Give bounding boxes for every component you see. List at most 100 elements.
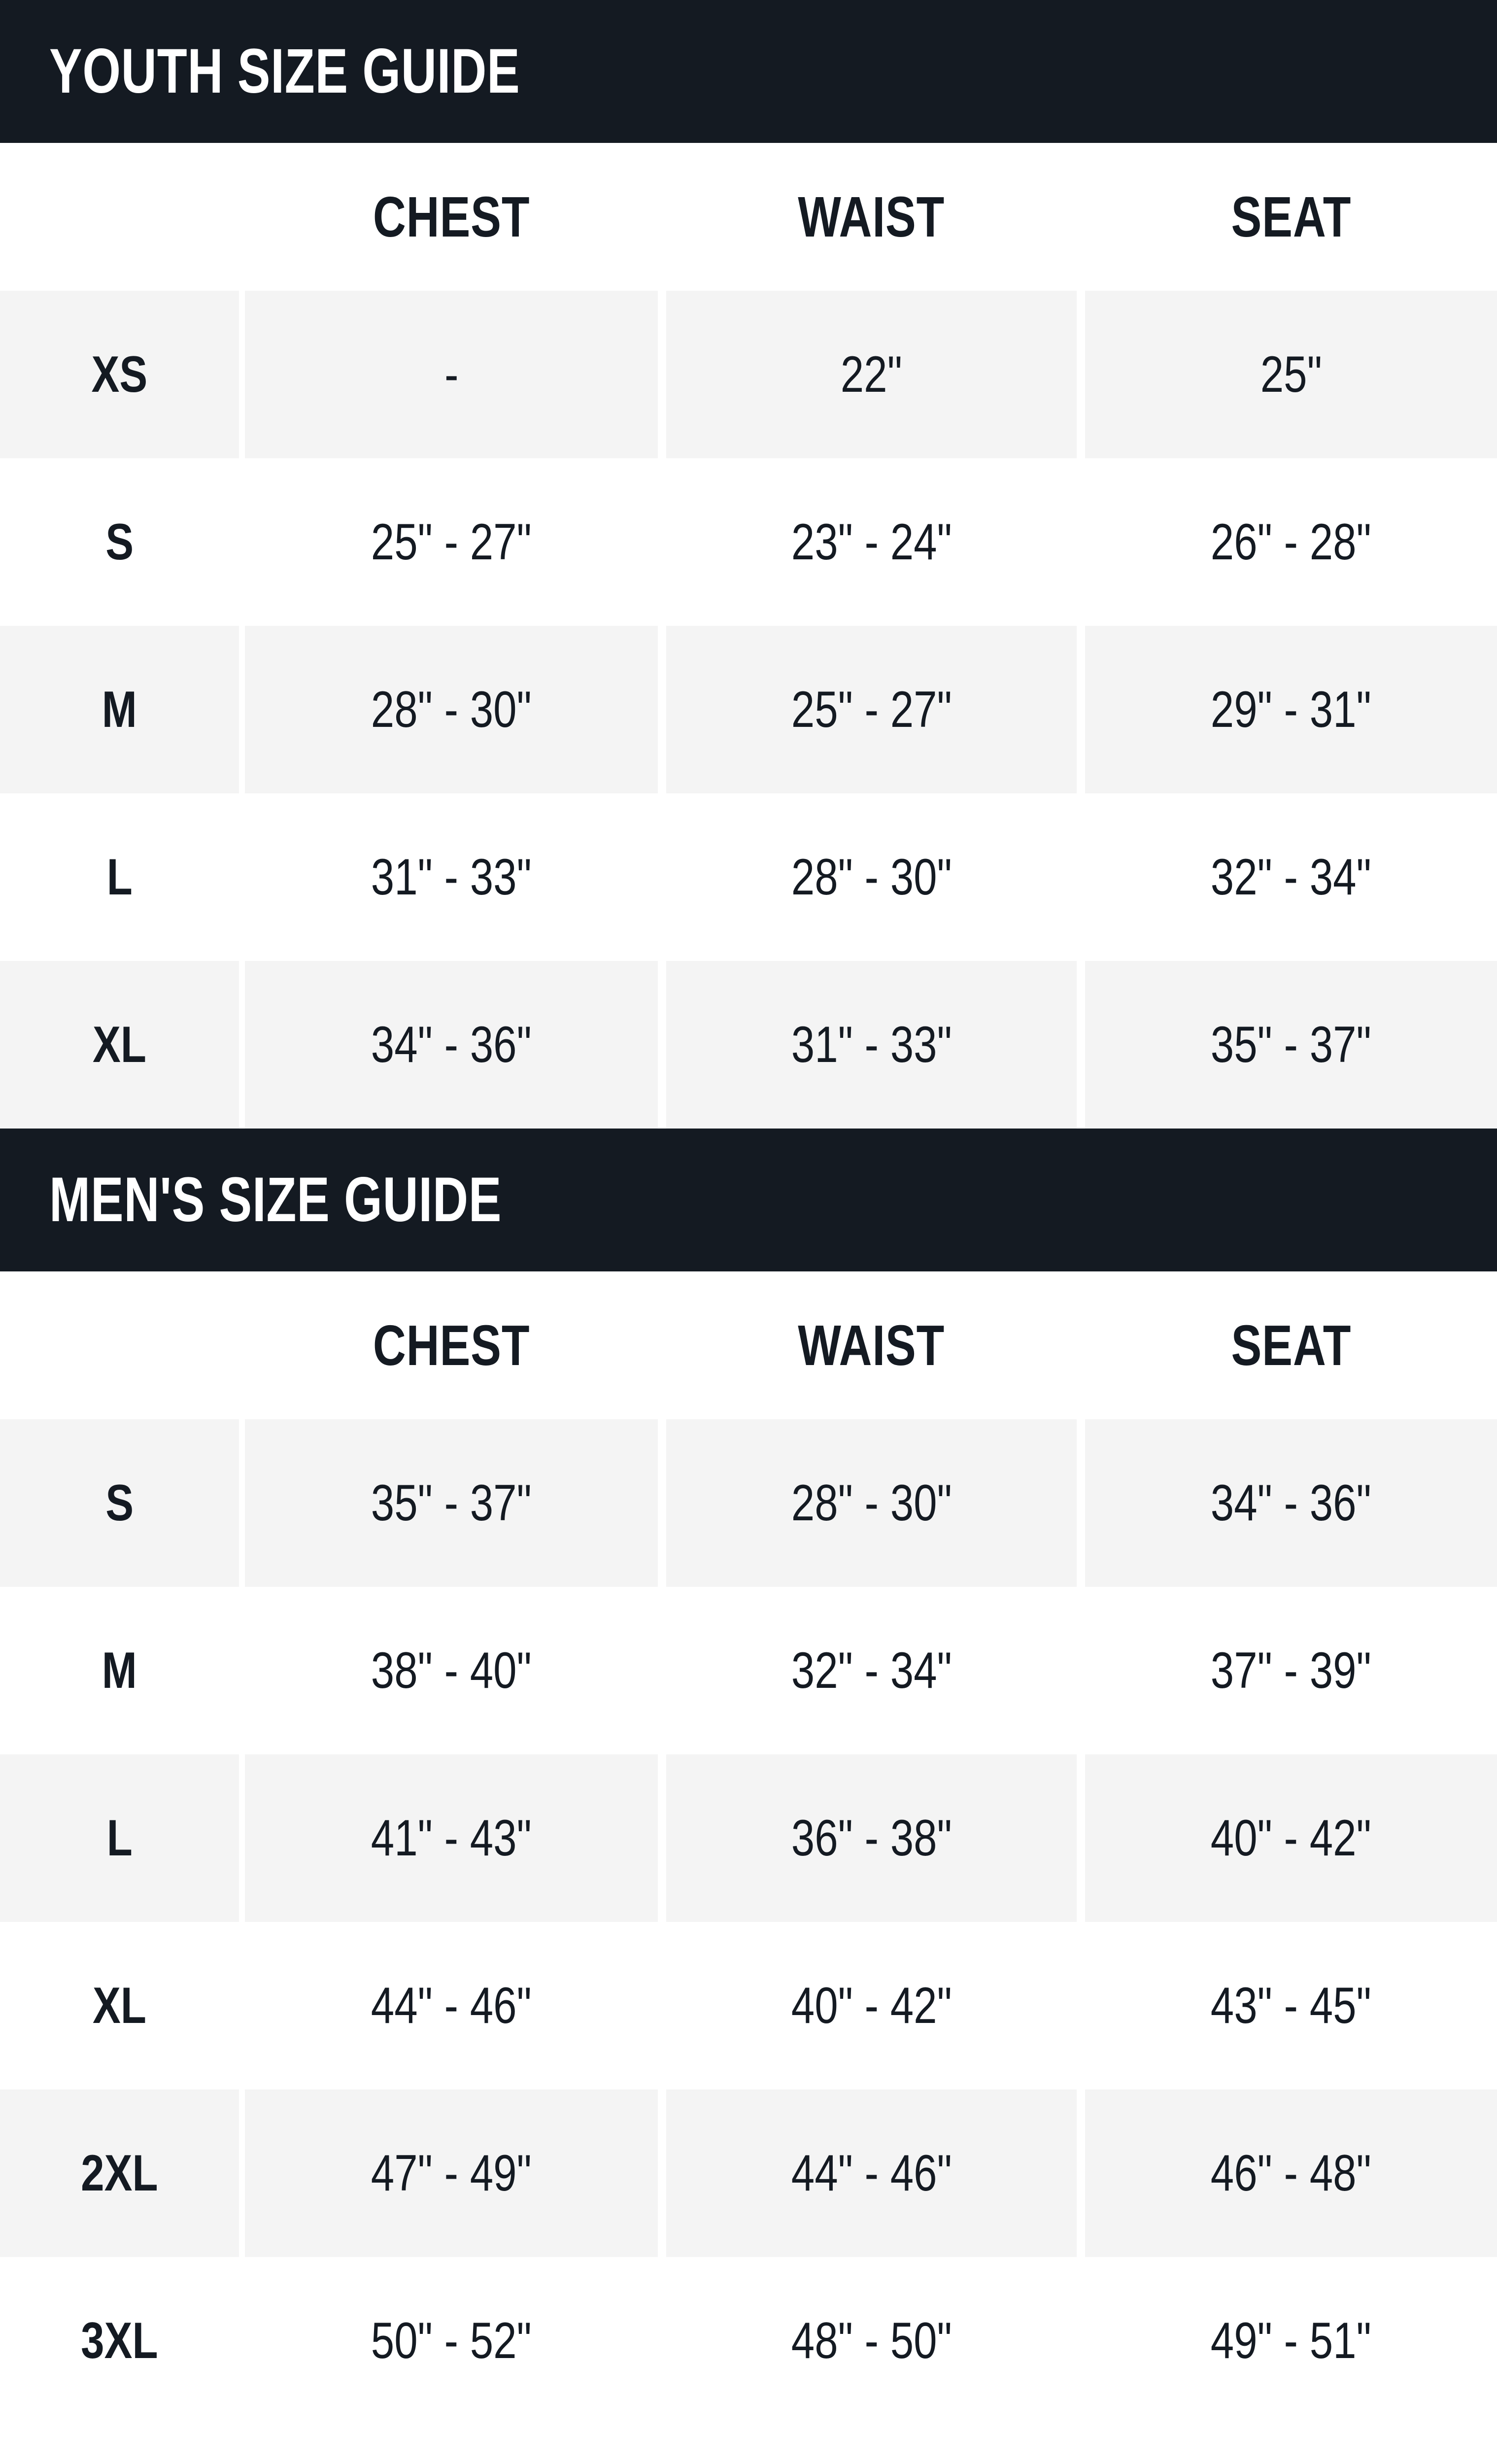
table-row: M 38" - 40" 32" - 34" 37" - 39" [0, 1587, 1497, 1754]
cell-waist: 32" - 34" [791, 1642, 952, 1699]
column-gutter [239, 2257, 245, 2425]
cell-chest: - [245, 291, 658, 458]
column-header-seat: SEAT [1085, 143, 1497, 291]
cell-size: XS [0, 291, 239, 458]
cell-seat: 46" - 48" [1085, 2089, 1497, 2257]
column-gutter [1077, 961, 1085, 1129]
column-gutter [658, 291, 666, 458]
table-row: 2XL 47" - 49" 44" - 46" 46" - 48" [0, 2089, 1497, 2257]
column-gutter [658, 2089, 666, 2257]
cell-chest: 35" - 37" [245, 1419, 658, 1587]
column-header-waist: WAIST [666, 1271, 1077, 1419]
cell-chest: 34" - 36" [245, 961, 658, 1129]
column-header-seat-label: SEAT [1231, 1313, 1351, 1377]
cell-size: M [102, 1642, 137, 1699]
cell-waist: 48" - 50" [791, 2312, 952, 2369]
column-header-chest: CHEST [245, 1271, 658, 1419]
cell-chest: 41" - 43" [245, 1754, 658, 1922]
cell-chest: 31" - 33" [371, 849, 532, 906]
table-row: M 28" - 30" 25" - 27" 29" - 31" [0, 626, 1497, 793]
column-gutter [658, 458, 666, 626]
section-title: MEN'S SIZE GUIDE [49, 1164, 502, 1235]
column-header-waist-label: WAIST [798, 185, 945, 249]
cell-seat: 25" [1085, 291, 1497, 458]
column-gutter [1077, 1587, 1085, 1754]
column-gutter [658, 2257, 666, 2425]
table-row: S 35" - 37" 28" - 30" 34" - 36" [0, 1419, 1497, 1587]
column-gutter [658, 1587, 666, 1754]
column-gutter [658, 793, 666, 961]
column-gutter [1077, 1419, 1085, 1587]
cell-waist: 28" - 30" [791, 849, 952, 906]
cell-seat: 37" - 39" [1210, 1642, 1372, 1699]
column-gutter [239, 1587, 245, 1754]
column-gutter [239, 1922, 245, 2089]
cell-size: S [105, 513, 134, 571]
column-gutter [658, 1754, 666, 1922]
cell-size: L [0, 1754, 239, 1922]
cell-seat: 49" - 51" [1210, 2312, 1372, 2369]
cell-seat: 40" - 42" [1085, 1754, 1497, 1922]
cell-chest: 47" - 49" [245, 2089, 658, 2257]
column-gutter [239, 291, 245, 458]
column-gutter [239, 793, 245, 961]
column-gutter [1077, 1922, 1085, 2089]
cell-size: XL [93, 1977, 146, 2034]
section-mens: MEN'S SIZE GUIDE CHEST WAIST SEAT S 35" … [0, 1129, 1497, 2425]
cell-seat: 29" - 31" [1085, 626, 1497, 793]
table-row: L 41" - 43" 36" - 38" 40" - 42" [0, 1754, 1497, 1922]
column-gutter [1077, 458, 1085, 626]
cell-chest: 25" - 27" [371, 513, 532, 571]
column-gutter [239, 458, 245, 626]
cell-seat: 43" - 45" [1210, 1977, 1372, 2034]
cell-chest: 28" - 30" [245, 626, 658, 793]
cell-waist: 36" - 38" [666, 1754, 1077, 1922]
section-header-mens: MEN'S SIZE GUIDE [0, 1129, 1497, 1271]
table-row: 3XL 50" - 52" 48" - 50" 49" - 51" [0, 2257, 1497, 2425]
cell-chest: 38" - 40" [371, 1642, 532, 1699]
cell-size: S [0, 1419, 239, 1587]
column-header-chest-label: CHEST [373, 1313, 530, 1377]
cell-seat: 32" - 34" [1210, 849, 1372, 906]
column-gutter [658, 1922, 666, 2089]
column-gutter [239, 1754, 245, 1922]
column-header-waist: WAIST [666, 143, 1077, 291]
column-header-size [0, 143, 239, 291]
table-row: XL 34" - 36" 31" - 33" 35" - 37" [0, 961, 1497, 1129]
cell-size: XL [0, 961, 239, 1129]
cell-chest: 44" - 46" [371, 1977, 532, 2034]
column-gutter [1077, 2257, 1085, 2425]
cell-waist: 44" - 46" [666, 2089, 1077, 2257]
section-title: YOUTH SIZE GUIDE [49, 36, 520, 106]
cell-size: M [0, 626, 239, 793]
column-header-chest: CHEST [245, 143, 658, 291]
cell-waist: 23" - 24" [791, 513, 952, 571]
table-row: S 25" - 27" 23" - 24" 26" - 28" [0, 458, 1497, 626]
column-gutter [1077, 2089, 1085, 2257]
cell-waist: 25" - 27" [666, 626, 1077, 793]
column-header-chest-label: CHEST [373, 185, 530, 249]
cell-waist: 40" - 42" [791, 1977, 952, 2034]
cell-seat: 26" - 28" [1210, 513, 1372, 571]
cell-size: L [106, 849, 133, 906]
column-gutter [658, 1419, 666, 1587]
cell-size: 3XL [81, 2312, 158, 2369]
column-header-seat: SEAT [1085, 1271, 1497, 1419]
cell-size: 2XL [0, 2089, 239, 2257]
column-gutter [658, 626, 666, 793]
section-youth: YOUTH SIZE GUIDE CHEST WAIST SEAT XS - 2… [0, 0, 1497, 1129]
column-gutter [1077, 626, 1085, 793]
cell-waist: 28" - 30" [666, 1419, 1077, 1587]
cell-chest: 50" - 52" [371, 2312, 532, 2369]
column-header-row-mens: CHEST WAIST SEAT [0, 1271, 1497, 1419]
column-gutter [658, 961, 666, 1129]
column-header-seat-label: SEAT [1231, 185, 1351, 249]
cell-seat: 34" - 36" [1085, 1419, 1497, 1587]
column-header-row-youth: CHEST WAIST SEAT [0, 143, 1497, 291]
table-row: XL 44" - 46" 40" - 42" 43" - 45" [0, 1922, 1497, 2089]
column-header-size [0, 1271, 239, 1419]
column-gutter [1077, 793, 1085, 961]
table-row: L 31" - 33" 28" - 30" 32" - 34" [0, 793, 1497, 961]
column-header-waist-label: WAIST [798, 1313, 945, 1377]
